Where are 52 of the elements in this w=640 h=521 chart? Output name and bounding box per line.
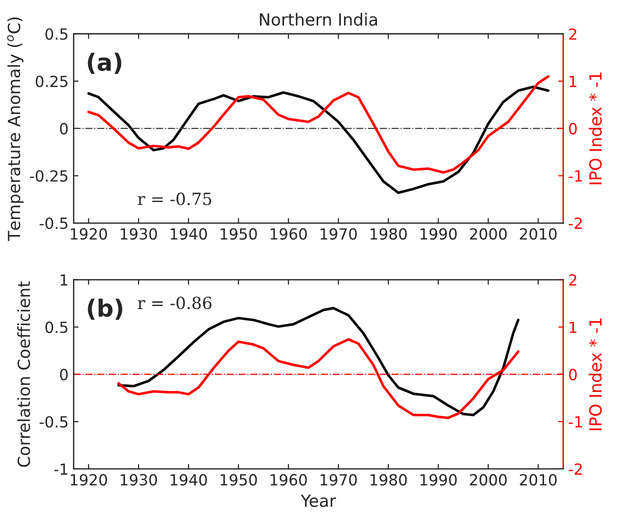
x-tick-label: 1980 [370,228,407,240]
x-axis-title: Year [300,494,336,508]
x-tick-label: 1920 [70,474,108,486]
y2-tick-label: 2 [569,274,576,286]
x-tick-label: 1940 [170,474,207,486]
annotation: (b) [88,298,122,320]
x-tick-label: 1950 [220,228,257,240]
line-series [87,86,550,194]
x-tick-label: 2000 [470,228,507,240]
x-tick-label: 1990 [420,474,457,486]
x-tick-label: 1930 [120,474,157,486]
y-tick-label: -0.5 [40,416,68,428]
x-tick-label: 2010 [520,474,557,486]
y2-tick-label: 1 [570,322,576,333]
x-tick-label: 2010 [520,228,557,240]
x-tick-label: 1920 [70,228,108,240]
x-tick-label: 1930 [120,228,157,240]
x-tick-label: 1960 [270,228,307,240]
y-tick-label: -0.5 [40,217,68,230]
x-tick-label: 1950 [220,474,257,486]
y2-axis-title: IPO Index * -1 [588,72,602,184]
x-tick-label: 1980 [370,474,407,486]
y-tick-label: 0 [60,368,68,380]
annotation: r = -0.86 [138,296,212,310]
y2-tick-label: 0 [569,368,577,380]
y2-tick-label: 0 [569,122,577,134]
x-tick-label: 1940 [170,228,207,240]
x-tick-label: 2000 [470,474,507,486]
line-series [87,75,550,174]
chart-title: Northern India [260,12,377,26]
y-axis-title: Temperature Anomaly ($^{o}$C) [7,18,24,241]
x-tick-label: 1970 [320,228,357,240]
y2-tick-label: 2 [569,28,576,40]
y-tick-label: 0.25 [36,76,68,88]
y2-axis-title: IPO Index * -1 [588,318,602,430]
y-tick-label: -0.25 [30,170,68,182]
x-tick-label: 1990 [420,228,457,240]
y2-tick-label: -2 [568,217,582,229]
y2-tick-label: -1 [568,170,582,182]
y-tick-label: 0.5 [45,322,68,334]
y-tick-label: 0 [60,122,68,134]
y2-tick-label: -2 [568,463,582,475]
annotation: r = -0.75 [138,192,212,206]
y-tick-label: -1 [54,464,68,475]
annotation: (a) [88,52,122,74]
y2-tick-label: 1 [570,76,576,87]
x-tick-label: 1960 [270,474,307,486]
y-tick-label: 0.5 [45,28,68,40]
y-tick-label: 1 [60,274,68,286]
y-axis-title: Correlation Coefficient [17,281,30,467]
y2-tick-label: -1 [568,416,582,428]
x-tick-label: 1970 [320,474,357,486]
